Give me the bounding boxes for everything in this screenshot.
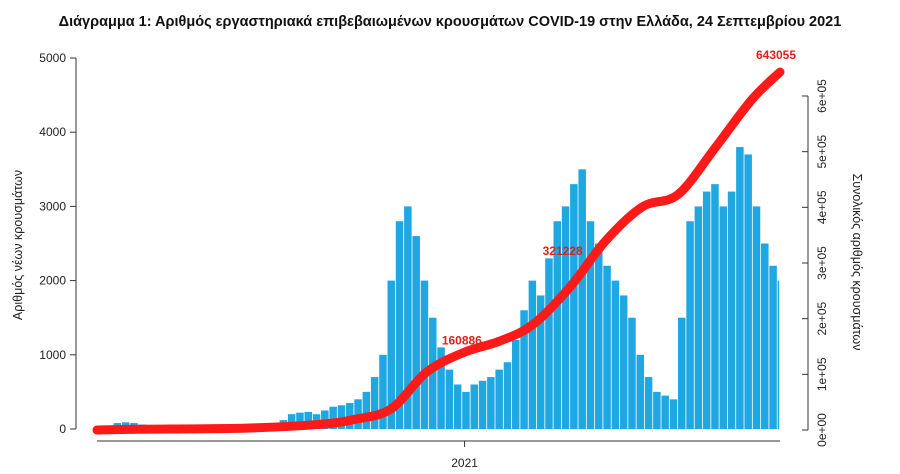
bar xyxy=(512,339,520,429)
right-tick-label: 0e+00 xyxy=(815,413,829,447)
bar xyxy=(329,406,337,429)
bar xyxy=(678,317,686,429)
bar xyxy=(379,354,387,429)
x-axis: 2021 xyxy=(97,440,780,470)
x-tick-label: 2021 xyxy=(451,456,478,470)
cumulative-line xyxy=(92,67,785,435)
cumulative-line-group: 160886 321228 643055 xyxy=(92,48,796,435)
bar xyxy=(478,380,487,429)
bar xyxy=(445,369,454,429)
left-tick-label: 4000 xyxy=(39,125,66,139)
bar xyxy=(437,347,445,429)
right-tick-label: 4e+05 xyxy=(815,190,829,224)
bar xyxy=(694,206,703,429)
bar xyxy=(453,384,462,429)
right-tick-label: 3e+05 xyxy=(815,246,829,280)
bar xyxy=(462,391,470,429)
bar xyxy=(296,412,304,429)
bar xyxy=(561,206,570,429)
bar xyxy=(536,295,545,429)
bar xyxy=(761,243,769,429)
left-tick-label: 1000 xyxy=(39,348,66,362)
bar xyxy=(495,369,503,429)
bar xyxy=(395,221,404,429)
left-y-axis: 0 1000 2000 3000 4000 5000 xyxy=(39,51,77,436)
left-tick-label: 2000 xyxy=(39,274,66,288)
bar xyxy=(287,414,296,429)
bar xyxy=(487,377,495,429)
right-tick-label: 5e+05 xyxy=(815,134,829,168)
bar xyxy=(611,280,620,429)
bar xyxy=(429,317,437,429)
bar xyxy=(777,280,780,429)
left-tick-label: 0 xyxy=(59,422,66,436)
bar xyxy=(719,206,728,429)
bar xyxy=(470,384,479,429)
bar xyxy=(628,317,636,429)
bar xyxy=(570,184,578,429)
left-tick-label: 3000 xyxy=(39,199,66,213)
bar xyxy=(595,243,603,429)
bar xyxy=(545,258,553,429)
y-axis-label: Αριθμός νέων κρουσμάτων xyxy=(11,170,25,320)
bar xyxy=(644,377,653,429)
chart-title: Διάγραμμα 1: Αριθμός εργαστηριακά επιβεβ… xyxy=(59,14,842,30)
bar xyxy=(553,221,562,429)
bar xyxy=(752,206,761,429)
bar xyxy=(578,169,586,430)
cumulative-annotation: 321228 xyxy=(543,244,583,258)
bar xyxy=(661,395,669,429)
bar xyxy=(420,280,429,429)
bar xyxy=(370,377,379,429)
bar xyxy=(586,221,595,429)
bar xyxy=(520,310,528,429)
bar xyxy=(603,265,611,429)
bar xyxy=(736,147,744,430)
bar xyxy=(304,411,313,429)
bar xyxy=(653,391,661,429)
bar xyxy=(362,391,371,429)
bar xyxy=(702,191,711,429)
bar xyxy=(636,354,645,429)
bar xyxy=(769,265,777,429)
right-tick-label: 1e+05 xyxy=(815,357,829,391)
right-tick-label: 2e+05 xyxy=(815,301,829,335)
bar xyxy=(412,236,420,429)
bar xyxy=(686,221,694,429)
right-tick-label: 6e+05 xyxy=(815,79,829,113)
right-y-axis: 0e+00 1e+05 2e+05 3e+05 4e+05 5e+05 6e+05 xyxy=(802,79,829,447)
bar xyxy=(744,154,752,429)
bars-group xyxy=(97,147,780,430)
cumulative-annotation: 643055 xyxy=(756,48,796,62)
left-tick-label: 5000 xyxy=(39,51,66,65)
bar xyxy=(727,191,736,429)
bar xyxy=(669,399,678,429)
bar xyxy=(711,184,719,429)
bar xyxy=(337,405,346,429)
y2-axis-label: Συνολικός αριθμός κρουσμάτων xyxy=(850,174,864,351)
bar xyxy=(387,280,396,429)
bar xyxy=(528,280,537,429)
bar xyxy=(619,295,628,429)
cumulative-annotation: 160886 xyxy=(442,333,482,347)
bar xyxy=(503,362,512,429)
bar xyxy=(404,206,412,429)
